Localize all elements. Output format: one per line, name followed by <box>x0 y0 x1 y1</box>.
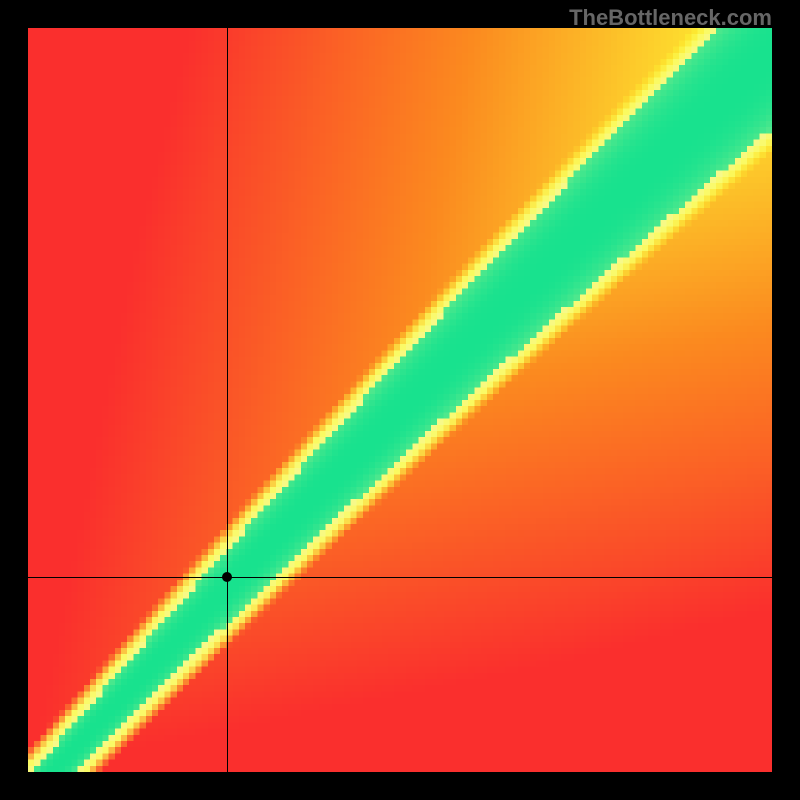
heatmap-canvas <box>28 28 772 772</box>
heatmap-plot <box>28 28 772 772</box>
watermark-text: TheBottleneck.com <box>569 5 772 31</box>
crosshair-vertical <box>227 28 228 772</box>
crosshair-horizontal <box>28 577 772 578</box>
crosshair-marker <box>222 572 232 582</box>
